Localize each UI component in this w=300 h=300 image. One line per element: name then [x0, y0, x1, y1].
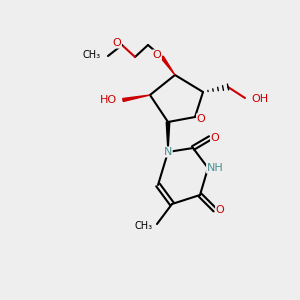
Text: O: O — [216, 205, 224, 215]
Polygon shape — [161, 56, 175, 75]
Polygon shape — [166, 122, 170, 152]
Text: N: N — [164, 147, 172, 157]
Text: O: O — [196, 114, 206, 124]
Text: OH: OH — [251, 94, 268, 104]
Text: O: O — [211, 133, 219, 143]
Text: HO: HO — [100, 95, 117, 105]
Text: CH₃: CH₃ — [135, 221, 153, 231]
Text: O: O — [112, 38, 122, 48]
Text: O: O — [153, 50, 161, 60]
Text: NH: NH — [207, 163, 224, 173]
Text: CH₃: CH₃ — [83, 50, 101, 60]
Polygon shape — [123, 95, 150, 101]
